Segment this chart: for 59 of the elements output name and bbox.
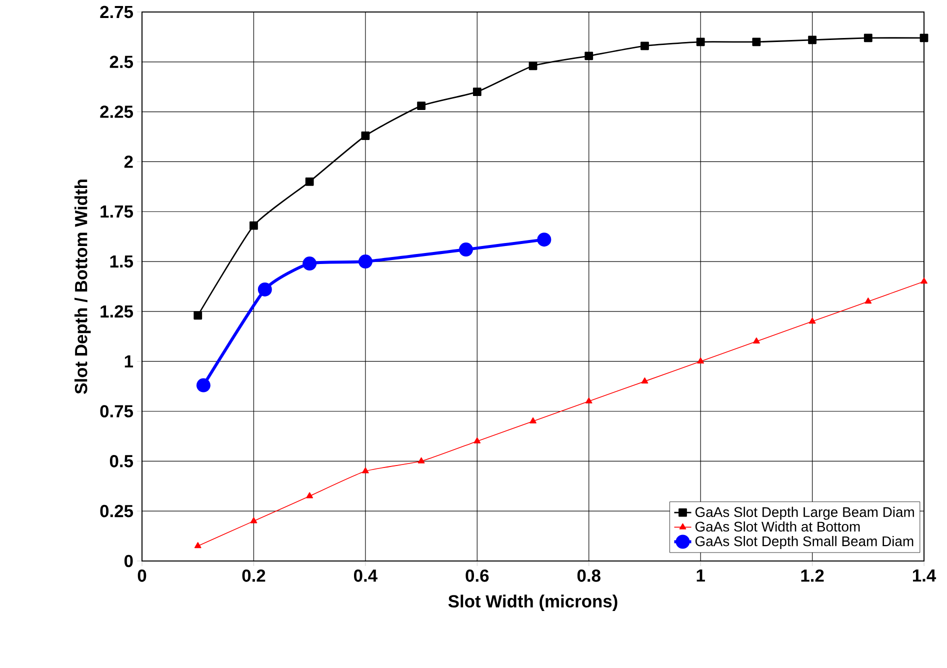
y-tick-label: 0 [124, 554, 133, 568]
y-tick-label: 1.75 [100, 206, 134, 218]
point [418, 457, 425, 464]
point [920, 278, 928, 284]
point [696, 38, 705, 46]
y-tick-label: 2.75 [100, 6, 134, 18]
y-tick-label: 1.5 [110, 255, 134, 268]
y-tick-label: 2.5 [110, 56, 134, 68]
point [537, 232, 552, 247]
y-tick-label: 0.5 [110, 454, 134, 468]
x-tick-label: 0.8 [577, 570, 600, 582]
point [530, 417, 536, 424]
y-tick-label: 2 [124, 156, 133, 168]
x-tick-label: 0.2 [242, 570, 266, 582]
x-tick-label: 1 [696, 570, 705, 582]
y-tick-label: 0.25 [100, 504, 134, 518]
point [458, 242, 473, 257]
point [472, 88, 482, 96]
legend-label: GaAs Slot Width at Bottom [695, 521, 860, 532]
point [305, 177, 314, 186]
legend-label: GaAs Slot Depth Small Beam Diam [695, 536, 914, 549]
x-tick-label: 1.2 [801, 570, 824, 582]
y-axis-title: Slot Depth / Bottom Width [74, 180, 91, 394]
point [920, 34, 928, 42]
point [528, 62, 538, 70]
point [808, 36, 816, 44]
point [808, 318, 816, 324]
point [194, 542, 202, 548]
point [358, 254, 372, 269]
point [641, 377, 648, 384]
y-tick-label: 1.25 [100, 305, 134, 318]
point [194, 311, 202, 320]
point [753, 337, 760, 344]
point [306, 492, 314, 498]
point [196, 378, 210, 392]
x-tick-label: 1.4 [912, 570, 936, 582]
point [864, 34, 872, 42]
point [584, 52, 594, 60]
x-axis-title: Slot Width (microns) [448, 594, 618, 611]
point [640, 42, 649, 50]
y-tick-label: 2.25 [100, 106, 134, 118]
x-tick-label: 0 [138, 570, 146, 582]
x-tick-label: 0.4 [354, 570, 378, 582]
point [417, 102, 426, 110]
y-tick-label: 1 [124, 355, 134, 368]
point [752, 38, 761, 46]
point [302, 256, 317, 271]
point [362, 467, 369, 474]
legend-label: GaAs Slot Depth Large Beam Diam [695, 506, 914, 520]
x-tick-label: 0.6 [466, 570, 489, 582]
point [258, 282, 272, 296]
point [697, 357, 704, 364]
point [250, 517, 258, 524]
point [250, 221, 258, 230]
y-tick-label: 0.75 [100, 405, 134, 418]
point [585, 397, 592, 404]
point [474, 437, 481, 444]
point [864, 298, 872, 304]
point [361, 132, 370, 140]
